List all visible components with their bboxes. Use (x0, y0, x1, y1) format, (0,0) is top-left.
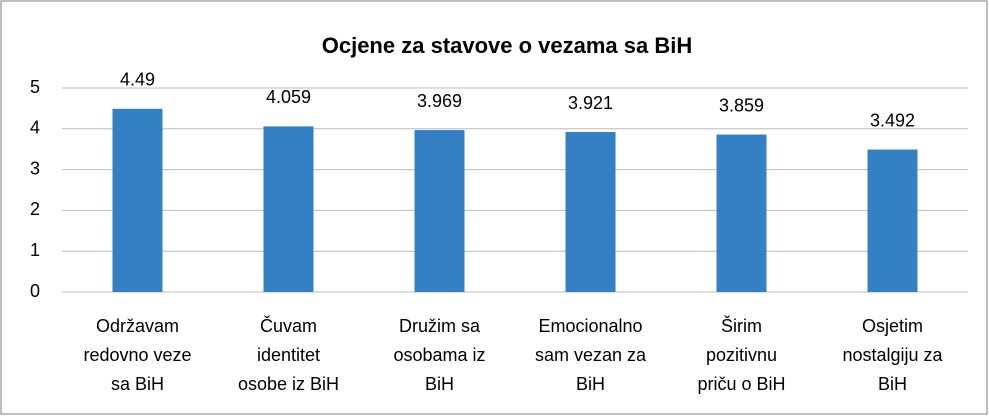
y-tick-label: 0 (30, 281, 40, 301)
y-tick-label: 3 (30, 158, 40, 178)
data-label: 4.49 (120, 70, 155, 90)
y-tick-label: 4 (30, 118, 40, 138)
data-label: 3.492 (870, 110, 915, 130)
data-label: 3.921 (568, 93, 613, 113)
bar (414, 130, 465, 292)
x-tick-label: Širim pozitivnu priču o BiH (697, 315, 785, 394)
bar (112, 108, 163, 292)
y-tick-label: 5 (30, 77, 40, 97)
y-tick-label: 1 (30, 240, 40, 260)
data-label: 3.859 (719, 95, 764, 115)
data-label: 3.969 (417, 91, 462, 111)
bar (263, 126, 314, 293)
x-tick-label: Emocionalno sam vezan za BiH (535, 316, 647, 394)
x-tick-label: Čuvam identitet osobe iz BiH (238, 315, 339, 394)
y-tick-label: 2 (30, 199, 40, 219)
x-tick-label: Održavam redovno veze sa BiH (83, 316, 191, 394)
x-tick-label: Osjetim nostalgiju za BiH (842, 316, 943, 394)
chart-title: Ocjene za stavove o vezama sa BiH (322, 33, 693, 58)
bar (867, 149, 918, 292)
bar (716, 134, 767, 292)
data-label: 4.059 (266, 87, 311, 107)
x-tick-label: Družim sa osobama iz BiH (393, 316, 485, 394)
bar (565, 132, 616, 292)
